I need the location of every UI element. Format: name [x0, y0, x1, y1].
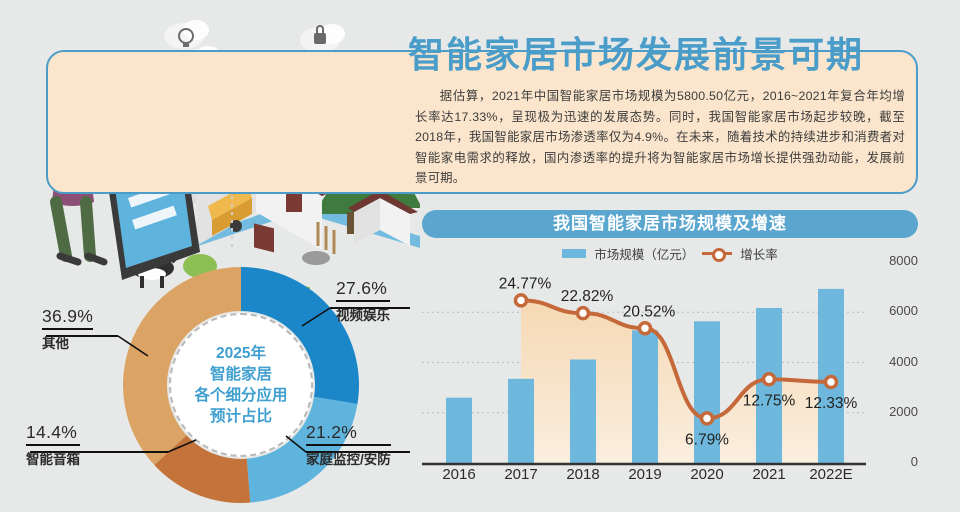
chart-x-tick: 2022E [809, 466, 853, 483]
page-title: 智能家居市场发展前景可期 [408, 34, 865, 75]
chart-x-tick: 2018 [566, 466, 600, 483]
shed-illustration [348, 190, 418, 246]
donut-label-video-value: 27.6% [336, 278, 388, 298]
legend-label-bar: 市场规模（亿元） [594, 247, 695, 262]
legend-marker-line [702, 247, 733, 262]
chart-data-label: 12.33% [805, 395, 858, 412]
chart-data-label: 24.77% [499, 275, 552, 292]
chart-y-tick: 4000 [889, 353, 918, 369]
chart-y-tick: 2000 [889, 403, 918, 419]
chart-x-tick: 2020 [690, 466, 724, 483]
donut-chart: 2025年 智能家居 各个细分应用 预计占比 [120, 264, 362, 506]
chart-x-tick: 2021 [752, 466, 786, 483]
chart-line-marker [513, 293, 529, 308]
donut-label-speaker-name: 智能音箱 [26, 452, 80, 467]
donut-label-security-value: 21.2% [306, 422, 358, 442]
chart-data-label: 12.75% [743, 392, 796, 409]
chart-bar [632, 330, 658, 463]
hero-panel [46, 50, 918, 194]
legend-swatch-bar [562, 248, 587, 258]
chart-data-label: 6.79% [685, 431, 729, 448]
chart-y-tick: 6000 [889, 303, 918, 319]
donut-center-line-4: 预计占比 [209, 408, 272, 425]
donut-label-speaker-value: 14.4% [26, 422, 78, 442]
chart-x-tick: 2019 [628, 466, 662, 483]
chart-area-fill [521, 300, 831, 463]
chart-y-tick: 0 [910, 454, 918, 469]
donut-center-line-2: 智能家居 [209, 366, 272, 383]
donut-center-line-3: 各个细分应用 [194, 387, 288, 404]
donut-center-label: 2025年 智能家居 各个细分应用 预计占比 [169, 313, 313, 457]
donut-label-speaker: 14.4% 智能音箱 [26, 422, 80, 468]
donut-segment-3 [123, 267, 241, 466]
chart-bar [570, 359, 596, 463]
chart-plot-area: 24.77% 22.82% 20.52% 6.79% 12.75% 12.33% [422, 262, 918, 492]
chart-line-marker [637, 321, 653, 336]
donut-label-security-name: 家庭监控/安防 [306, 452, 391, 467]
legend-label-line: 增长率 [740, 247, 778, 262]
donut-label-other-value: 36.9% [42, 306, 94, 326]
cloud-bulb-icon [164, 20, 209, 49]
cloud-lock-icon [300, 24, 345, 53]
chart-y-tick: 8000 [889, 253, 918, 268]
chart-bar [508, 378, 534, 463]
chart-title: 我国智能家居市场规模及增速 [422, 210, 918, 238]
intro-paragraph: 据估算，2021年中国智能家居市场规模为5800.50亿元，2016~2021年… [415, 86, 905, 189]
chart-data-label: 20.52% [623, 303, 676, 320]
chart-bar [446, 397, 472, 463]
donut-label-other-name: 其他 [42, 336, 69, 351]
donut-label-video-name: 视频娱乐 [336, 308, 390, 323]
chart-data-label: 22.82% [561, 288, 614, 305]
chart-x-tick: 2017 [504, 466, 538, 483]
donut-label-video: 27.6% 视频娱乐 [336, 278, 390, 324]
chart-line-marker [699, 411, 715, 426]
chart-bar [694, 321, 720, 463]
donut-label-security: 21.2% 家庭监控/安防 [306, 422, 391, 468]
chart-line-marker [823, 374, 839, 390]
chart-line-marker [761, 372, 777, 387]
donut-segment-0 [241, 267, 359, 404]
intro-paragraph-text: 据估算，2021年中国智能家居市场规模为5800.50亿元，2016~2021年… [415, 89, 905, 186]
chart-x-tick: 2016 [442, 466, 476, 483]
chart-line-marker [575, 305, 591, 321]
donut-center-line-1: 2025年 [216, 345, 266, 362]
donut-label-other: 36.9% 其他 [42, 306, 94, 352]
chart-legend: 市场规模（亿元） 增长率 [422, 242, 918, 264]
